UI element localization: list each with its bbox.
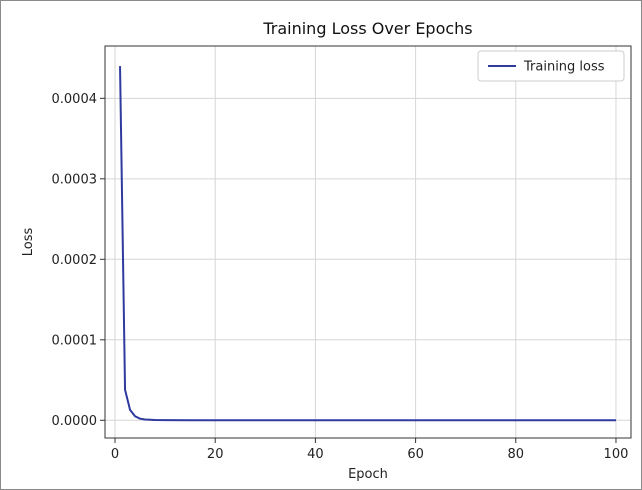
legend-label-training-loss: Training loss [523,60,605,75]
y-tick-label: 0.0003 [52,172,98,187]
legend: Training loss [477,50,625,82]
x-tick-label: 60 [407,447,424,462]
legend-box [477,50,625,82]
x-axis-ticks: 0 20 40 60 80 100 [111,438,629,462]
x-tick-label: 0 [111,447,119,462]
y-tick-label: 0.0000 [52,414,98,429]
grid-lines [105,46,631,438]
y-tick-label: 0.0002 [52,253,98,268]
chart-title: Training Loss Over Epochs [262,19,472,38]
x-tick-label: 80 [508,447,525,462]
y-tick-label: 0.0001 [52,333,98,348]
y-tick-label: 0.0004 [52,92,98,107]
y-axis-label: Loss [21,228,36,257]
series-line-training-loss [119,66,616,422]
x-tick-label: 100 [604,447,629,462]
plot-area [104,45,632,439]
x-tick-label: 40 [307,447,324,462]
x-axis-label: Epoch [348,467,388,482]
y-axis-ticks: 0.0000 0.0001 0.0002 0.0003 0.0004 [52,92,105,429]
series-lines [119,66,616,422]
x-tick-label: 20 [207,447,224,462]
